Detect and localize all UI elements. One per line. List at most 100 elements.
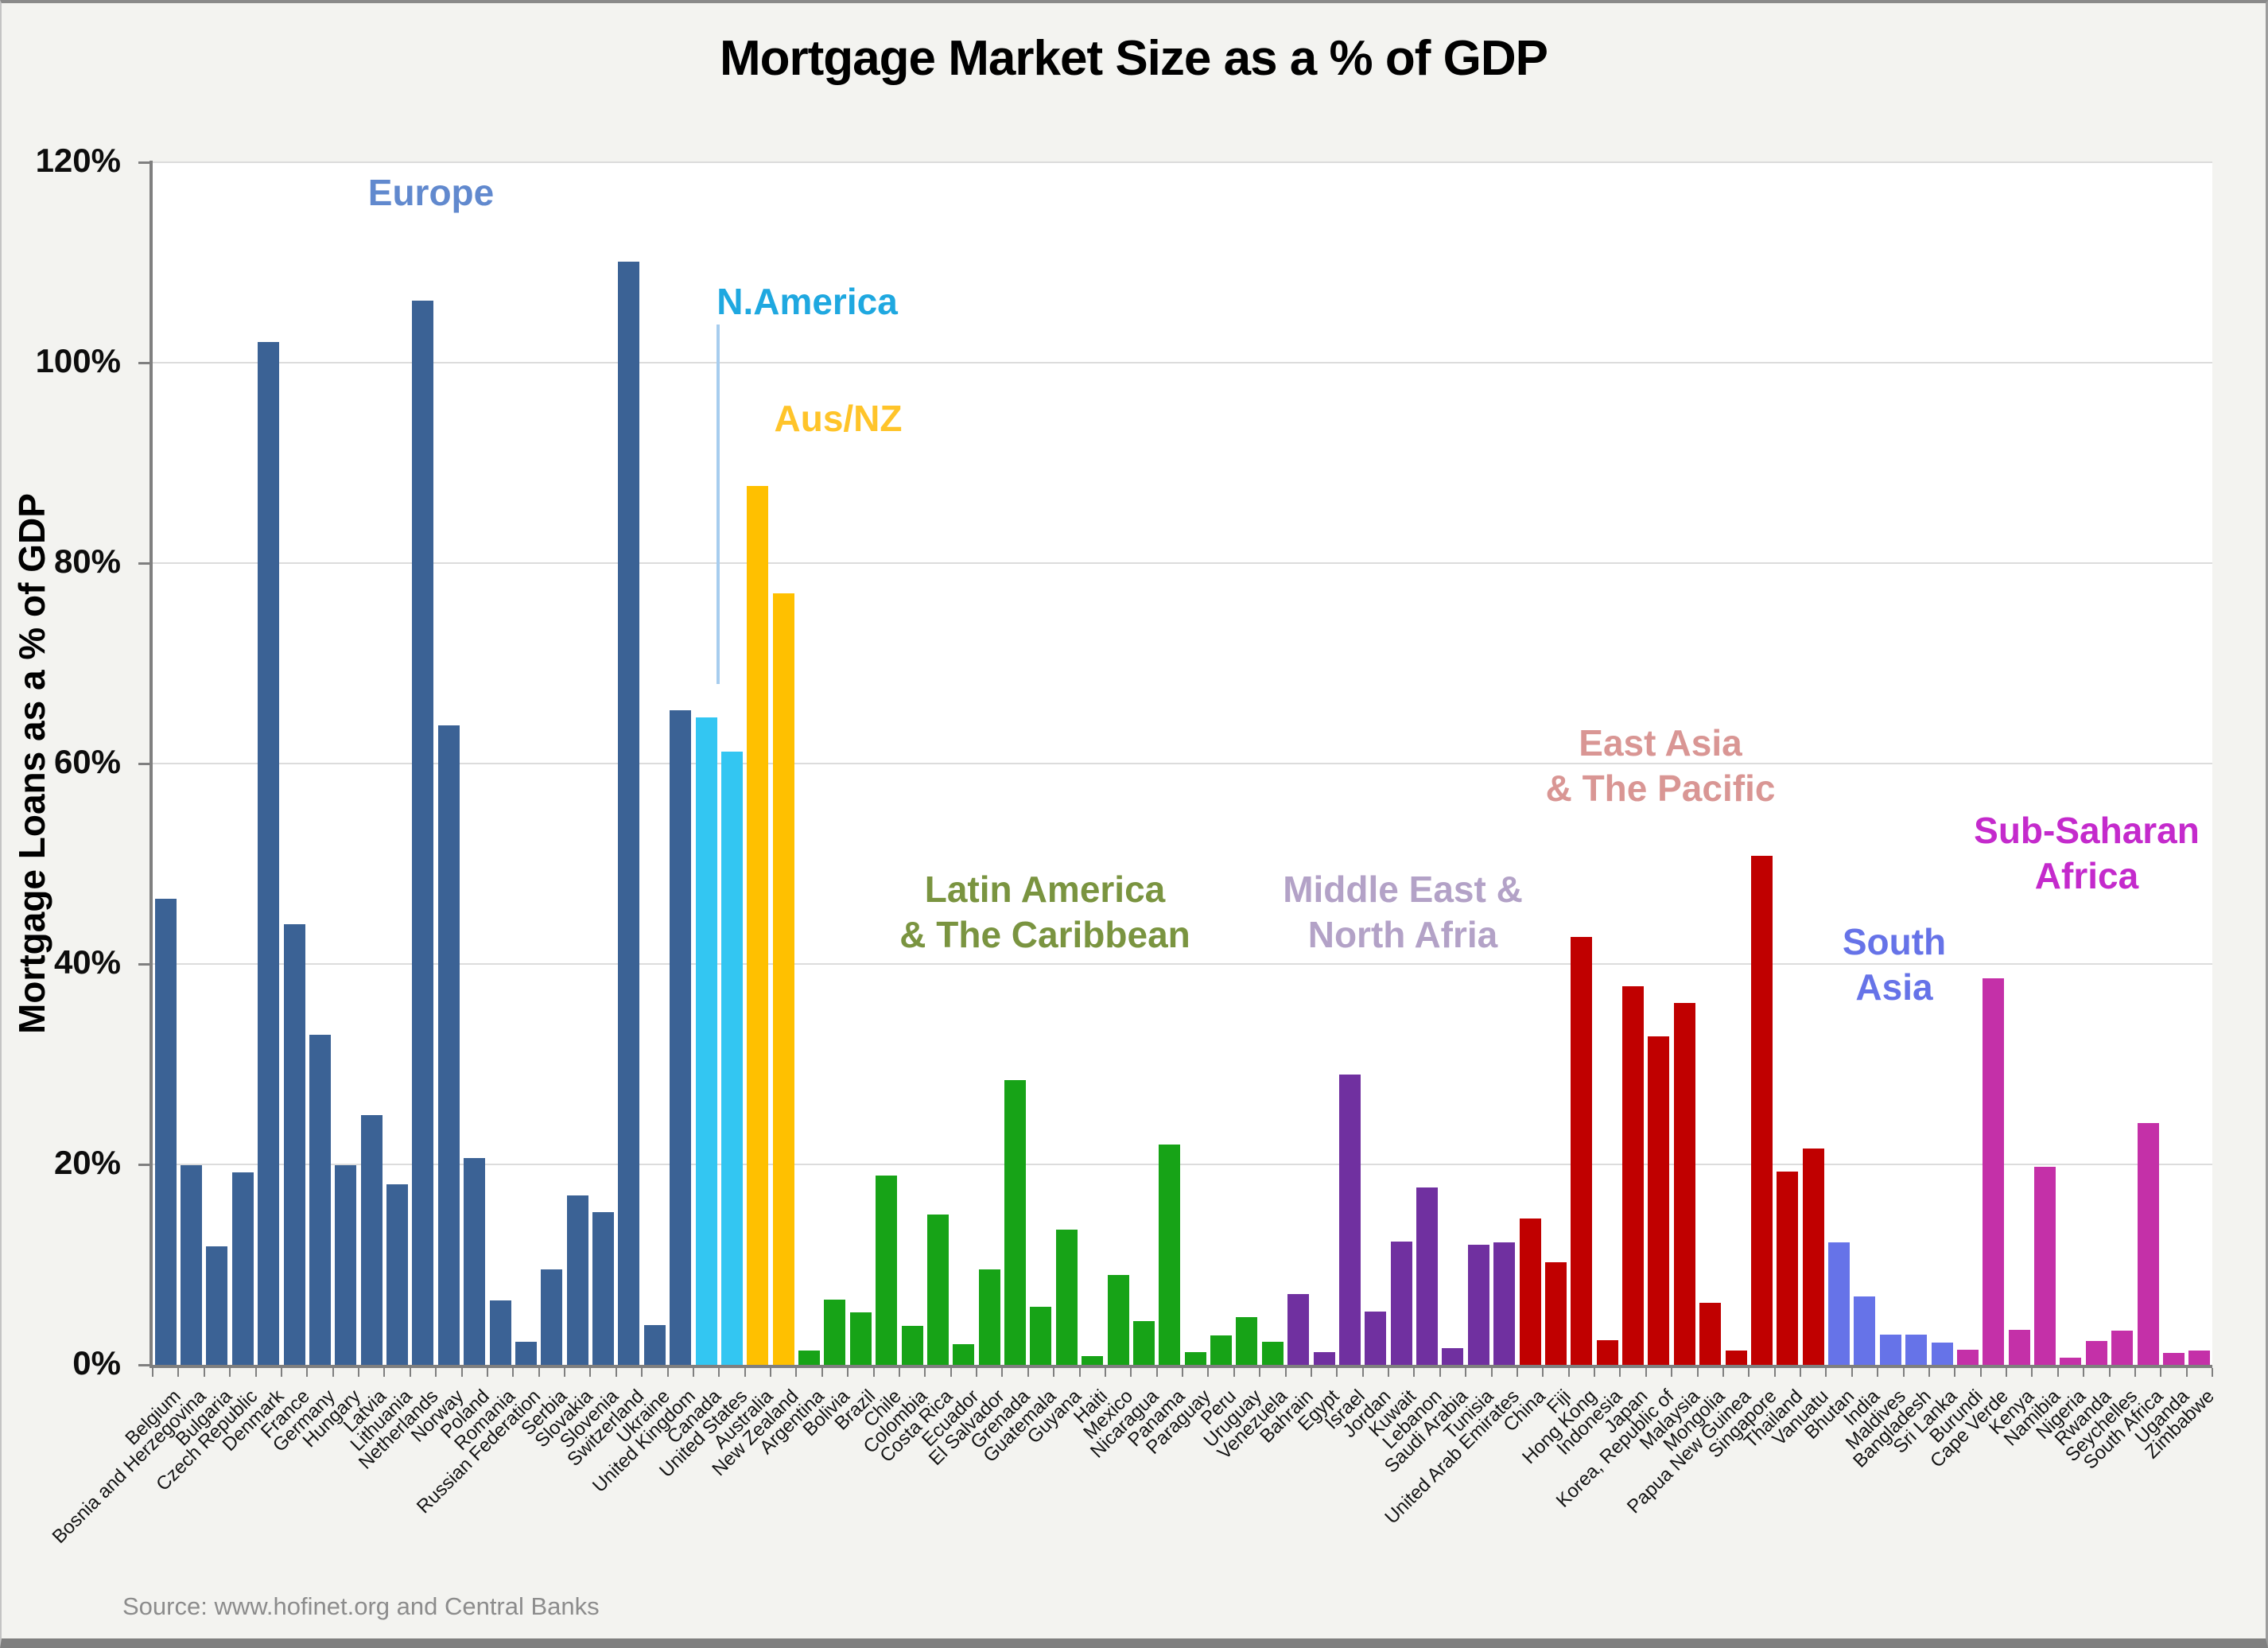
- bar-Guyana: [1055, 1229, 1078, 1365]
- x-axis-tick: [254, 1368, 257, 1377]
- region-label-line: North Afria: [1307, 914, 1498, 955]
- y-axis-tick-80: [138, 562, 153, 565]
- x-axis-tick: [1979, 1368, 1982, 1377]
- x-axis-tick: [692, 1368, 694, 1377]
- bar-Bahrain: [1287, 1293, 1310, 1365]
- x-axis-tick: [409, 1368, 411, 1377]
- region-label-line: Middle East &: [1283, 869, 1523, 910]
- bar-Rwanda: [2085, 1340, 2107, 1365]
- bar-Malaysia: [1673, 1003, 1695, 1365]
- region-label-europe: Europe: [368, 170, 494, 216]
- x-axis-tick: [666, 1368, 669, 1377]
- x-axis-tick: [1696, 1368, 1699, 1377]
- bar-Japan: [1622, 985, 1645, 1365]
- x-axis-tick: [615, 1368, 617, 1377]
- bar-Lebanon: [1416, 1187, 1439, 1365]
- x-axis-tick: [332, 1368, 334, 1377]
- bar-Colombia: [901, 1325, 923, 1365]
- bar-Brazil: [849, 1312, 872, 1365]
- region-label-line: & The Pacific: [1545, 768, 1776, 809]
- x-axis-tick: [1490, 1368, 1493, 1377]
- bar-El Salvador: [978, 1269, 1000, 1365]
- x-axis-tick: [718, 1368, 720, 1377]
- x-axis-tick: [1388, 1368, 1389, 1377]
- x-axis-tick: [1259, 1368, 1261, 1377]
- region-label-ssa: Sub-Saharan Africa: [1974, 808, 2200, 899]
- x-axis-tick: [872, 1368, 875, 1377]
- x-axis-tick: [1516, 1368, 1518, 1377]
- x-axis-tick: [1567, 1368, 1570, 1377]
- region-label-latam: Latin America & The Caribbean: [899, 867, 1190, 958]
- x-axis-tick: [1155, 1368, 1158, 1377]
- x-axis-tick: [898, 1368, 900, 1377]
- bar-Seychelles: [2111, 1331, 2134, 1365]
- x-axis-tick: [1825, 1368, 1827, 1377]
- x-axis-tick: [589, 1368, 592, 1377]
- x-axis-tick: [1078, 1368, 1081, 1377]
- x-axis-tick: [2134, 1368, 2136, 1377]
- bar-Denmark: [258, 341, 280, 1365]
- bar-Germany: [309, 1035, 331, 1365]
- bar-Saudi Arabia: [1442, 1347, 1464, 1365]
- x-axis-tick: [280, 1368, 282, 1377]
- chart-title: Mortgage Market Size as a % of GDP: [720, 31, 1548, 86]
- x-axis-tick: [306, 1368, 309, 1377]
- bar-Kuwait: [1390, 1242, 1412, 1365]
- x-axis-tick: [1594, 1368, 1595, 1377]
- bar-Zimbabwe: [2188, 1351, 2211, 1365]
- x-axis-tick: [203, 1368, 205, 1377]
- bar-Thailand: [1777, 1171, 1799, 1365]
- x-axis-tick: [1336, 1368, 1338, 1377]
- gridline-80: [153, 562, 2212, 564]
- x-axis-tick: [1361, 1368, 1364, 1377]
- x-axis-tick: [1284, 1368, 1287, 1377]
- bar-Uganda: [2162, 1352, 2185, 1365]
- bar-Ecuador: [953, 1343, 975, 1365]
- y-axis-tick-0: [138, 1363, 153, 1366]
- bar-Ukraine: [643, 1324, 666, 1365]
- bar-Israel: [1338, 1074, 1361, 1365]
- n-america-leader-line: [717, 325, 720, 684]
- bar-Venezuela: [1261, 1342, 1284, 1365]
- x-axis-tick: [177, 1368, 180, 1377]
- bar-Maldives: [1879, 1335, 1901, 1365]
- y-axis-tick-20: [138, 1163, 153, 1166]
- bar-Grenada: [1004, 1080, 1027, 1365]
- bar-Mongolia: [1699, 1302, 1722, 1365]
- bar-Indonesia: [1596, 1339, 1618, 1365]
- bar-Singapore: [1750, 855, 1773, 1365]
- bar-Nicaragua: [1132, 1320, 1155, 1365]
- bar-Australia: [747, 485, 769, 1365]
- y-tick-label-0: 0%: [72, 1344, 121, 1382]
- bar-Canada: [695, 717, 717, 1365]
- region-label-line: & The Caribbean: [899, 914, 1190, 955]
- gridline-60: [153, 763, 2212, 764]
- bar-Hong Kong: [1571, 936, 1593, 1365]
- x-axis-tick: [1053, 1368, 1055, 1377]
- y-tick-label-100: 100%: [35, 342, 121, 379]
- bar-South Africa: [2137, 1123, 2159, 1365]
- x-axis-tick: [1130, 1368, 1132, 1377]
- x-axis-tick: [435, 1368, 437, 1377]
- x-axis-tick: [1851, 1368, 1853, 1377]
- y-axis-tick-120: [138, 161, 153, 164]
- y-axis-tick-60: [138, 762, 153, 765]
- x-axis-tick: [950, 1368, 952, 1377]
- x-axis-tick: [770, 1368, 771, 1377]
- x-axis-tick: [1310, 1368, 1312, 1377]
- x-axis-tick: [821, 1368, 823, 1377]
- y-axis-tick-100: [138, 361, 153, 364]
- y-tick-label-40: 40%: [53, 943, 121, 981]
- bar-Bangladesh: [1905, 1335, 1928, 1365]
- y-tick-label-20: 20%: [53, 1144, 121, 1181]
- y-axis-tick-40: [138, 962, 153, 966]
- x-axis-tick: [2031, 1368, 2033, 1377]
- x-axis-tick: [847, 1368, 849, 1377]
- bar-Netherlands: [412, 300, 434, 1365]
- region-label-line: Sub-Saharan: [1974, 810, 2200, 851]
- bar-United Kingdom: [670, 710, 692, 1365]
- x-axis-tick: [1928, 1368, 1930, 1377]
- x-axis-tick: [924, 1368, 926, 1377]
- bar-Tunisia: [1467, 1244, 1489, 1365]
